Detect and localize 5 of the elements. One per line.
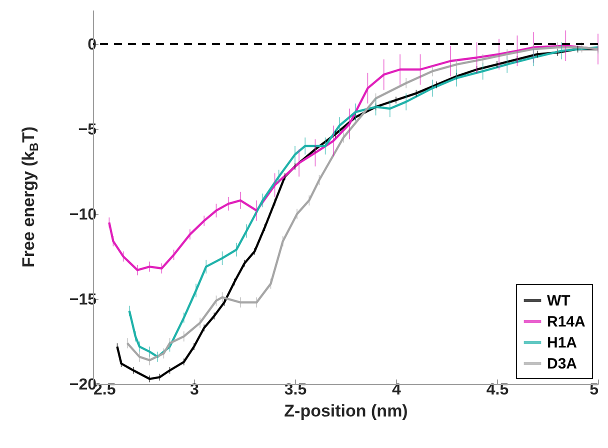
legend-label: D3A	[547, 356, 578, 372]
x-axis-title: Z-position (nm)	[284, 402, 408, 420]
legend-label: WT	[547, 292, 570, 310]
legend-label: H1A	[547, 334, 578, 352]
legend-label: R14A	[547, 314, 586, 330]
